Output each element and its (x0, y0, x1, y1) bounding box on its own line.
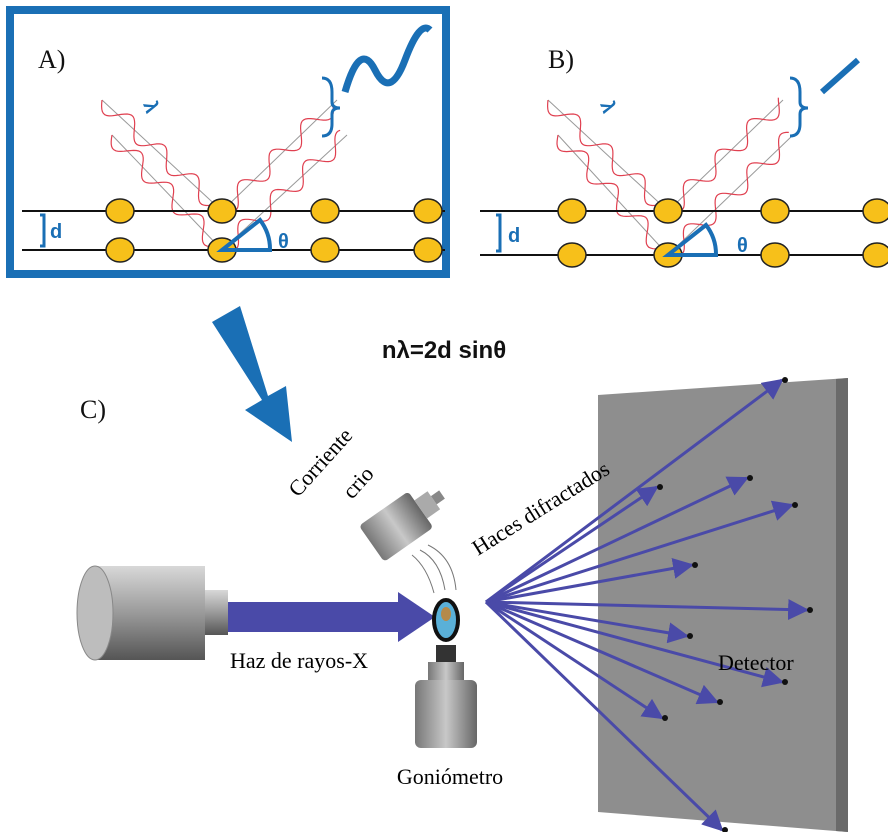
ray-axis (102, 100, 222, 211)
wavelength-label: λ (595, 98, 619, 116)
brace (322, 78, 340, 136)
detector-label: Detector (718, 650, 794, 675)
spot (662, 715, 668, 721)
atom (311, 238, 339, 262)
arrow (212, 306, 292, 442)
goniometer-label: Goniómetro (397, 764, 503, 789)
amplified-wave (345, 28, 430, 92)
ray-axis (668, 100, 783, 211)
atom (414, 238, 442, 262)
panel-label: A) (38, 45, 65, 74)
beams-label: Haces difractados (467, 456, 613, 560)
ray-axis (668, 135, 793, 255)
atom (106, 199, 134, 223)
atom (208, 199, 236, 223)
spacing-label: d (508, 225, 520, 247)
wave (557, 135, 674, 249)
wavelength-label: λ (138, 98, 162, 116)
cryo-nozzle (359, 476, 455, 561)
angle-label: θ (737, 235, 748, 257)
beam-label: Haz de rayos-X (230, 648, 368, 673)
spot (807, 607, 813, 613)
spot (782, 377, 788, 383)
spot (747, 475, 753, 481)
atom (654, 199, 682, 223)
diagram: A) B) λ λ d d θ θ nλ=2d sinθ C) Corrient… (0, 0, 888, 832)
crystal (441, 607, 451, 621)
atom (311, 199, 339, 223)
angle-arc (222, 220, 270, 250)
atom (761, 199, 789, 223)
lattice (22, 199, 888, 267)
atom (414, 199, 442, 223)
brace (790, 78, 808, 136)
panel-frame (10, 10, 446, 274)
spot (657, 484, 663, 490)
source-face (77, 566, 113, 660)
cryo-flow (412, 545, 456, 593)
spot (692, 562, 698, 568)
cancelled-wave (822, 60, 858, 92)
spacing-label: d (50, 221, 62, 243)
spacing-bracket (496, 215, 500, 251)
ray-axis (548, 100, 668, 211)
spacing-bracket (40, 215, 44, 246)
atom (761, 243, 789, 267)
spot (792, 502, 798, 508)
wave (548, 100, 673, 206)
xray-beam (228, 592, 435, 642)
spot (722, 827, 728, 832)
atom (106, 238, 134, 262)
panel-label: C) (80, 395, 106, 424)
panel-label: B) (548, 45, 574, 74)
atom (863, 243, 888, 267)
goniometer (415, 680, 477, 748)
atom (863, 199, 888, 223)
angle-label: θ (278, 231, 289, 253)
detector-edge (836, 378, 848, 832)
goniometer-neck (428, 662, 464, 680)
spot (687, 633, 693, 639)
spot (782, 679, 788, 685)
atom (558, 199, 586, 223)
equation: nλ=2d sinθ (382, 337, 506, 364)
angle-arc (668, 225, 716, 255)
spot (717, 699, 723, 705)
ray-axis (222, 100, 337, 211)
atom (558, 243, 586, 267)
cryo-label: crio (337, 461, 378, 503)
